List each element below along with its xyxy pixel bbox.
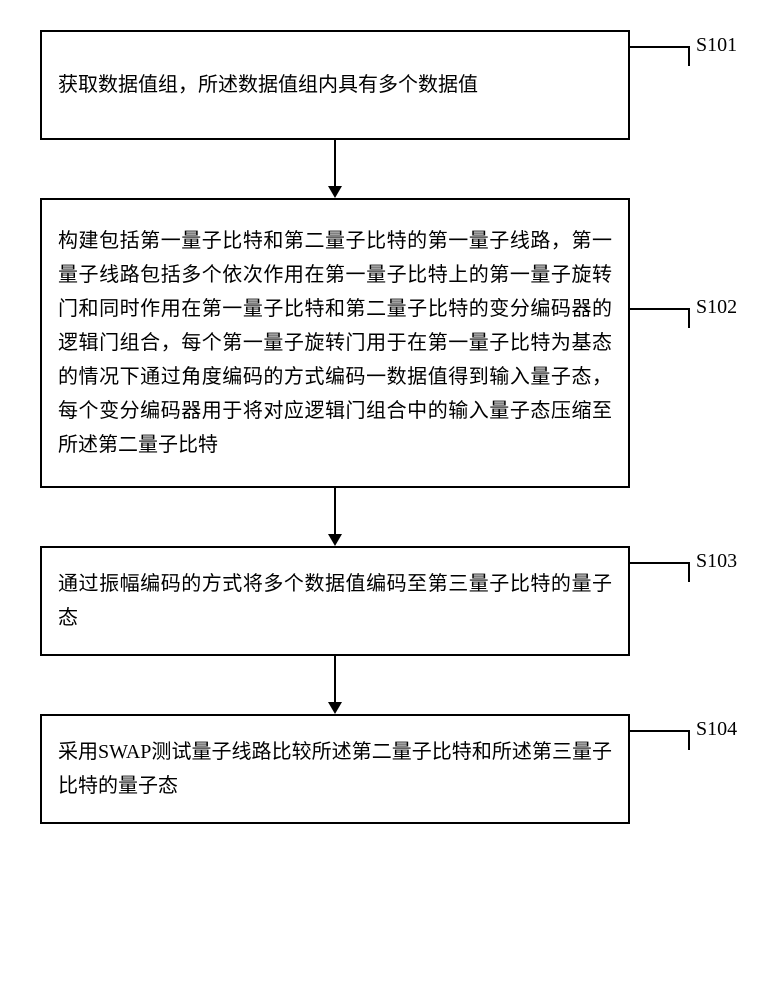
step-label: S101 — [696, 34, 737, 57]
step-row-s103: 通过振幅编码的方式将多个数据值编码至第三量子比特的量子态 S103 — [40, 546, 740, 656]
arrow-s101-s102 — [40, 140, 630, 198]
step-text: 通过振幅编码的方式将多个数据值编码至第三量子比特的量子态 — [58, 567, 612, 635]
arrow-down-icon — [325, 656, 345, 714]
flowchart-container: 获取数据值组，所述数据值组内具有多个数据值 S101 构建包括第一量子比特和第二… — [40, 30, 740, 824]
process-box-s101: 获取数据值组，所述数据值组内具有多个数据值 — [40, 30, 630, 140]
arrow-s103-s104 — [40, 656, 630, 714]
process-box-s103: 通过振幅编码的方式将多个数据值编码至第三量子比特的量子态 — [40, 546, 630, 656]
step-label: S104 — [696, 718, 737, 741]
label-connector-s101 — [630, 46, 690, 66]
step-row-s102: 构建包括第一量子比特和第二量子比特的第一量子线路，第一量子线路包括多个依次作用在… — [40, 198, 740, 488]
step-text: 构建包括第一量子比特和第二量子比特的第一量子线路，第一量子线路包括多个依次作用在… — [58, 224, 612, 462]
label-connector-s104 — [630, 730, 690, 750]
process-box-s102: 构建包括第一量子比特和第二量子比特的第一量子线路，第一量子线路包括多个依次作用在… — [40, 198, 630, 488]
arrow-down-icon — [325, 488, 345, 546]
step-row-s101: 获取数据值组，所述数据值组内具有多个数据值 S101 — [40, 30, 740, 140]
step-label: S102 — [696, 296, 737, 319]
arrow-down-icon — [325, 140, 345, 198]
step-row-s104: 采用SWAP测试量子线路比较所述第二量子比特和所述第三量子比特的量子态 S104 — [40, 714, 740, 824]
step-text: 采用SWAP测试量子线路比较所述第二量子比特和所述第三量子比特的量子态 — [58, 735, 612, 803]
label-connector-s103 — [630, 562, 690, 582]
step-label: S103 — [696, 550, 737, 573]
step-text: 获取数据值组，所述数据值组内具有多个数据值 — [58, 68, 612, 102]
process-box-s104: 采用SWAP测试量子线路比较所述第二量子比特和所述第三量子比特的量子态 — [40, 714, 630, 824]
arrow-s102-s103 — [40, 488, 630, 546]
label-connector-s102 — [630, 308, 690, 328]
